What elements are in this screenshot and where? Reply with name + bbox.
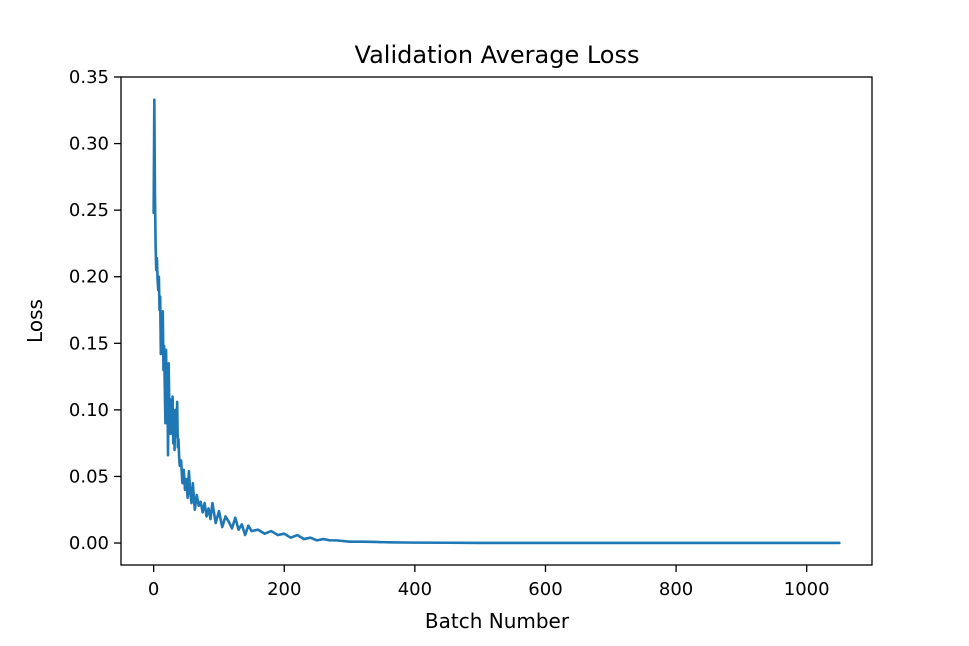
y-tick-label: 0.00	[69, 533, 109, 554]
y-tick-label: 0.35	[69, 67, 109, 88]
y-tick-label: 0.05	[69, 466, 109, 487]
y-tick-label: 0.25	[69, 200, 109, 221]
y-axis-title: Loss	[23, 299, 47, 343]
x-tick-label: 400	[398, 579, 432, 600]
y-tick-label: 0.30	[69, 134, 109, 155]
x-tick-label: 200	[267, 579, 301, 600]
y-tick-label: 0.15	[69, 333, 109, 354]
plot-area	[152, 98, 841, 545]
x-axis: 0 200 400 600 800 1000	[148, 565, 830, 600]
y-axis: 0.00 0.05 0.10 0.15 0.20 0.25 0.30 0.35	[69, 67, 121, 554]
plot-frame	[120, 76, 873, 566]
x-tick-label: 0	[148, 579, 159, 600]
x-tick-label: 800	[659, 579, 693, 600]
x-tick-label: 600	[528, 579, 562, 600]
loss-series-line	[152, 98, 841, 545]
chart-title: Validation Average Loss	[355, 41, 640, 69]
x-tick-label: 1000	[784, 579, 830, 600]
x-axis-title: Batch Number	[425, 609, 570, 633]
y-tick-label: 0.10	[69, 400, 109, 421]
y-tick-label: 0.20	[69, 267, 109, 288]
